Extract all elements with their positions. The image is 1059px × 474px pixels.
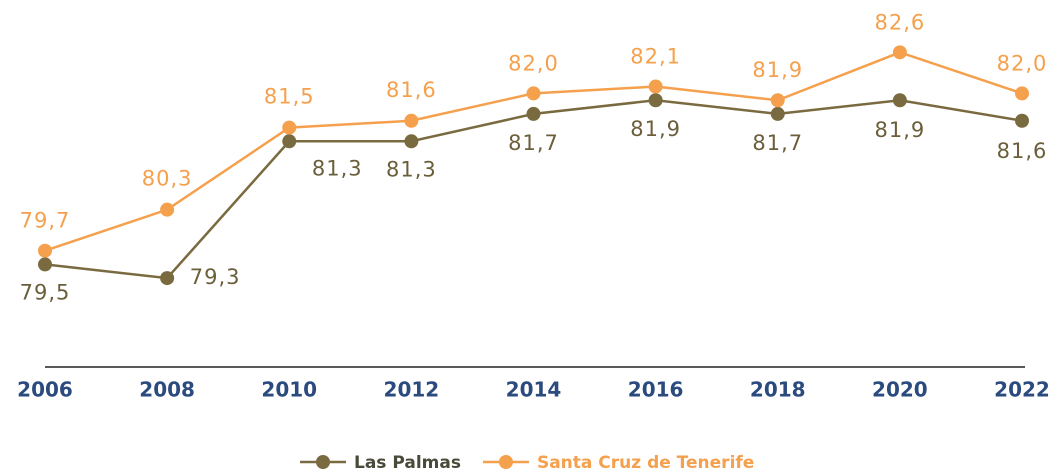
data-label: 79,7: [20, 209, 71, 233]
data-label: 81,3: [386, 157, 437, 181]
point: [38, 257, 52, 272]
point: [404, 113, 419, 128]
x-tick-label: 2006: [17, 378, 73, 402]
data-label: 81,6: [997, 139, 1048, 163]
data-label: 81,9: [752, 58, 803, 82]
x-tick-label: 2016: [628, 378, 684, 402]
data-label: 81,3: [312, 156, 363, 180]
legend-marker: [316, 455, 330, 469]
point: [404, 134, 419, 149]
legend-label: Las Palmas: [354, 453, 461, 473]
point: [770, 93, 785, 108]
point: [892, 93, 907, 108]
point: [282, 134, 297, 149]
point: [770, 106, 785, 121]
data-label: 79,5: [20, 280, 71, 304]
data-label: 82,6: [874, 10, 925, 34]
data-label: 81,7: [508, 131, 559, 155]
data-label: 82,0: [997, 51, 1048, 75]
x-tick-label: 2018: [750, 378, 806, 402]
data-label: 81,9: [874, 118, 925, 142]
data-label: 80,3: [142, 167, 193, 191]
x-tick-label: 2010: [261, 378, 317, 402]
point: [526, 106, 541, 121]
x-tick-label: 2012: [384, 378, 440, 402]
point: [160, 202, 175, 217]
data-label: 79,3: [190, 265, 241, 289]
data-label: 81,6: [386, 78, 437, 102]
data-label: 81,7: [752, 131, 803, 155]
legend-label: Santa Cruz de Tenerife: [537, 453, 754, 473]
point: [526, 86, 541, 101]
point: [648, 79, 663, 94]
x-tick-label: 2020: [872, 378, 928, 402]
data-label: 81,5: [264, 85, 315, 109]
x-tick-label: 2014: [506, 378, 562, 402]
data-label: 82,1: [630, 45, 681, 69]
legend-marker: [498, 455, 513, 469]
point: [1015, 86, 1029, 101]
point: [38, 243, 52, 258]
point: [892, 45, 907, 60]
data-label: 82,0: [508, 51, 559, 75]
x-tick-label: 2008: [139, 378, 195, 402]
x-tick-label: 2022: [994, 378, 1050, 402]
point: [648, 93, 663, 108]
data-label: 81,9: [630, 117, 681, 141]
point: [1015, 113, 1029, 128]
point: [282, 120, 297, 135]
point: [160, 271, 175, 286]
